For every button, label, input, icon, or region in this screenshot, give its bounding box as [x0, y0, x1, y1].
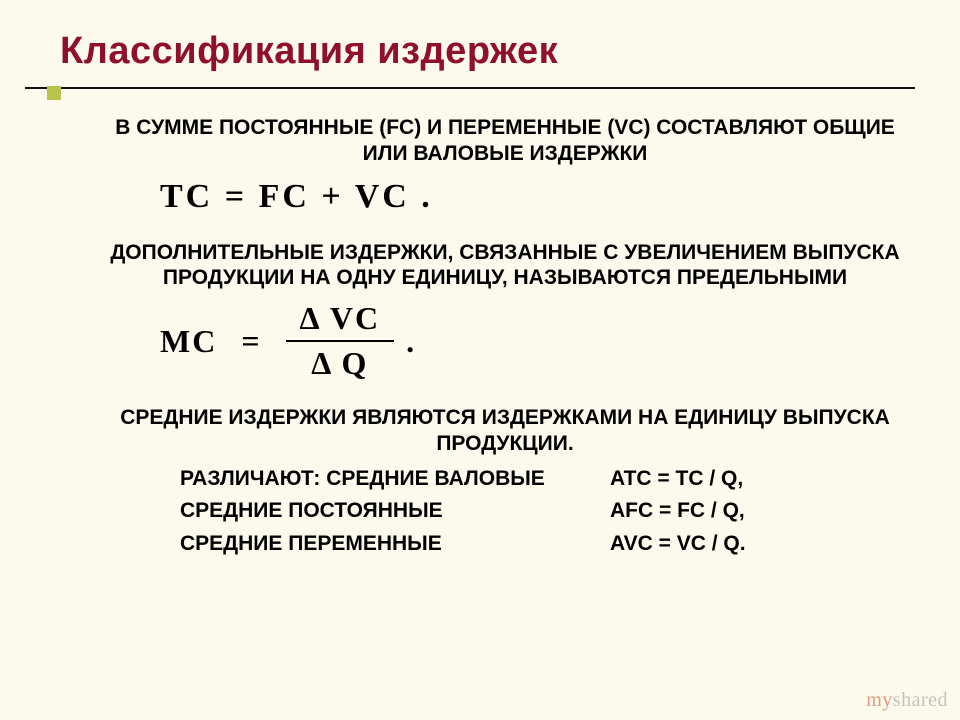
paragraph-total-cost: В СУММЕ ПОСТОЯННЫЕ (FC) И ПЕРЕМЕННЫЕ (VC… [110, 115, 900, 166]
watermark-my: my [866, 689, 893, 711]
equation-mc-numerator: Δ VC [286, 301, 395, 336]
equation-tc: TC = FC + VC . [110, 176, 900, 217]
averages-atc-label: РАЗЛИЧАЮТ: СРЕДНИЕ ВАЛОВЫЕ [180, 463, 610, 496]
averages-avc-label: СРЕДНИЕ ПЕРЕМЕННЫЕ [180, 528, 610, 561]
averages-atc-value: ATC = TC / Q, [610, 463, 900, 496]
slide-title: Классификация издержек [60, 30, 900, 73]
watermark: myshared [866, 689, 948, 712]
list-item: СРЕДНИЕ ПЕРЕМЕННЫЕ AVC = VC / Q. [180, 528, 900, 561]
slide: Классификация издержек В СУММЕ ПОСТОЯННЫ… [0, 0, 960, 720]
slide-body: В СУММЕ ПОСТОЯННЫЕ (FC) И ПЕРЕМЕННЫЕ (VC… [0, 89, 960, 560]
list-item: СРЕДНИЕ ПОСТОЯННЫЕ AFC = FC / Q, [180, 495, 900, 528]
title-area: Классификация издержек [0, 0, 960, 81]
averages-avc-value: AVC = VC / Q. [610, 528, 900, 561]
paragraph-average-cost: СРЕДНИЕ ИЗДЕРЖКИ ЯВЛЯЮТСЯ ИЗДЕРЖКАМИ НА … [110, 405, 900, 456]
equation-mc-denominator: Δ Q [297, 346, 382, 381]
averages-afc-value: AFC = FC / Q, [610, 495, 900, 528]
equation-mc-lhs: MC [160, 322, 217, 361]
list-item: РАЗЛИЧАЮТ: СРЕДНИЕ ВАЛОВЫЕ ATC = TC / Q, [180, 463, 900, 496]
paragraph-marginal-cost: ДОПОЛНИТЕЛЬНЫЕ ИЗДЕРЖКИ, СВЯЗАННЫЕ С УВЕ… [110, 240, 900, 291]
equation-mc-period: . [406, 322, 416, 361]
watermark-shared: shared [893, 689, 948, 711]
equation-mc-equals: = [241, 322, 261, 361]
averages-list: РАЗЛИЧАЮТ: СРЕДНИЕ ВАЛОВЫЕ ATC = TC / Q,… [110, 463, 900, 561]
equation-mc-bar [286, 340, 395, 342]
averages-afc-label: СРЕДНИЕ ПОСТОЯННЫЕ [180, 495, 610, 528]
accent-square-icon [47, 86, 61, 100]
equation-mc: MC = Δ VC Δ Q . [110, 301, 900, 381]
equation-mc-fraction: Δ VC Δ Q [286, 301, 395, 381]
